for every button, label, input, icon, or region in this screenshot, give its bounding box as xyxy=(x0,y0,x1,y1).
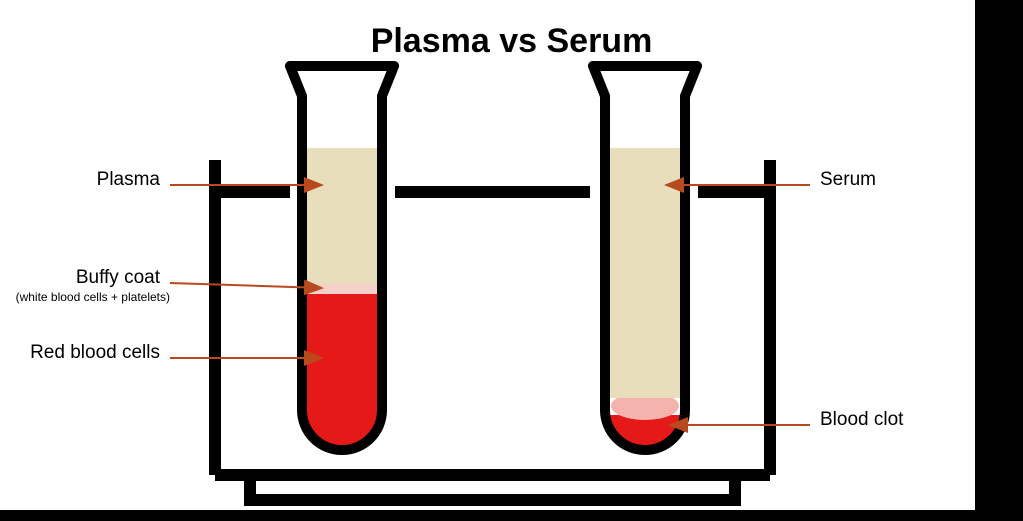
label-blood-clot: Blood clot xyxy=(820,409,903,431)
tube1-rbc-fill xyxy=(306,294,378,446)
label-plasma: Plasma xyxy=(97,169,160,191)
tube1-buffy-fill xyxy=(306,284,378,294)
label-buffy-sub: (white blood cells + platelets) xyxy=(16,290,170,304)
rack-base xyxy=(250,475,735,500)
diagram-svg xyxy=(0,0,1023,521)
label-red-blood-cells: Red blood cells xyxy=(30,342,160,364)
tube1-plasma-fill xyxy=(306,148,378,284)
diagram-stage: Plasma vs Serum Plasma Buffy coat (white… xyxy=(0,0,1023,521)
label-serum: Serum xyxy=(820,169,876,191)
label-buffy-coat: Buffy coat xyxy=(76,267,160,289)
